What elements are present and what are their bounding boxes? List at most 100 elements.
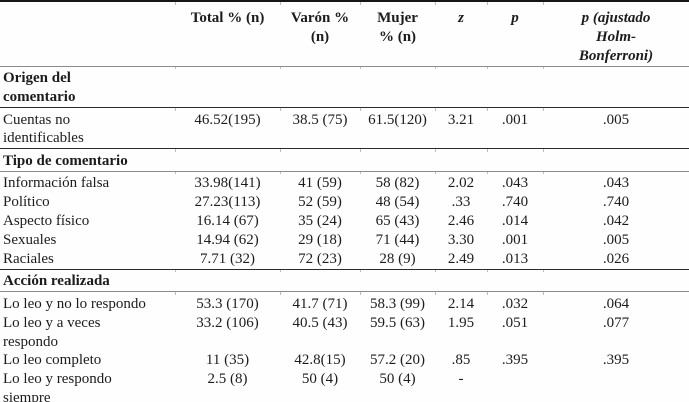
table-row: Información falsa 33.98(141) 41 (59) 58 … <box>0 174 689 193</box>
row-label: Político <box>3 194 50 211</box>
cell-mujer: 58 (82) <box>375 175 420 192</box>
section-header-row: Tipo de comentario <box>0 152 689 171</box>
cell-varon: 41 (59) <box>298 175 342 192</box>
cell-p-adjusted: .395 <box>602 352 630 369</box>
cell-varon: 29 (18) <box>298 231 342 248</box>
cell-varon: 38.5 (75) <box>292 111 348 128</box>
cell-p: .001 <box>501 111 529 128</box>
cell-total: 11 (35) <box>205 352 250 369</box>
cell-z: 2.14 <box>447 295 475 312</box>
header-empty <box>0 5 175 66</box>
row-label: Sexuales <box>3 231 57 248</box>
cell-mujer: 65 (43) <box>375 213 420 230</box>
cell-z: - <box>458 371 464 388</box>
cell-total: 14.94 (62) <box>196 231 259 248</box>
cell-mujer: 48 (54) <box>375 194 420 211</box>
row-label: Lo leo y respondo siempre <box>3 371 112 402</box>
cell-varon: 40.5 (43) <box>292 314 348 331</box>
header-total: Total % (n) <box>190 10 265 26</box>
cell-total: 27.23(113) <box>194 194 261 211</box>
row-label: Información falsa <box>3 175 110 192</box>
header-z: z <box>458 10 464 26</box>
cell-total: 33.2 (106) <box>196 314 259 331</box>
cell-total: 2.5 (8) <box>207 371 248 388</box>
cell-varon: 52 (59) <box>298 194 342 211</box>
cell-p: .051 <box>501 314 529 331</box>
table-row: Aspecto físico 16.14 (67) 35 (24) 65 (43… <box>0 212 689 231</box>
header-p-adjusted: p (ajustado Holm- Bonferroni) <box>578 10 654 64</box>
cell-mujer: 28 (9) <box>379 250 416 267</box>
cell-p: .001 <box>501 231 529 248</box>
cell-z: 2.49 <box>447 250 475 267</box>
cell-z: 1.95 <box>447 314 475 331</box>
divider <box>0 148 689 152</box>
cell-mujer: 58.3 (99) <box>370 295 425 312</box>
table-header-row: Total % (n) Varón % (n) Mujer % (n) z p … <box>0 5 689 66</box>
cell-p-adjusted <box>543 370 689 402</box>
table-row: Político 27.23(113) 52 (59) 48 (54) .33 … <box>0 193 689 212</box>
cell-z: .33 <box>451 194 471 211</box>
cell-p-adjusted: .077 <box>602 314 630 331</box>
row-label: Lo leo y no lo respondo <box>3 295 146 312</box>
header-p: p <box>511 10 519 26</box>
cell-z: 3.30 <box>447 231 475 248</box>
cell-z: 2.02 <box>447 175 475 192</box>
cell-p: .043 <box>501 175 529 192</box>
cell-varon: 41.7 (71) <box>292 295 348 312</box>
cell-p-adjusted: .064 <box>602 295 630 312</box>
table-row: Lo leo y no lo respondo 53.3 (170) 41.7 … <box>0 295 689 314</box>
cell-p: .032 <box>501 295 529 312</box>
cell-p-adjusted: .043 <box>602 175 630 192</box>
divider-top <box>0 0 689 5</box>
divider <box>0 268 689 273</box>
divider <box>0 107 689 111</box>
cell-p-adjusted: .005 <box>602 231 630 248</box>
section-title-accion: Acción realizada <box>3 273 110 290</box>
section-header-row: Acción realizada <box>0 272 689 291</box>
cell-p-adjusted: .740 <box>602 194 630 211</box>
cell-varon: 50 (4) <box>301 371 339 388</box>
row-label: Lo leo y a veces respondo <box>3 314 101 350</box>
cell-p-adjusted: .026 <box>602 250 630 267</box>
section-title-origen: Origen del comentario <box>3 70 76 106</box>
section-title-tipo: Tipo de comentario <box>3 152 128 169</box>
cell-mujer: 59.5 (63) <box>370 314 425 331</box>
cell-mujer: 61.5(120) <box>368 111 427 128</box>
cell-total: 53.3 (170) <box>196 295 259 312</box>
cell-p <box>487 370 543 402</box>
table-row: Cuentas no identificables 46.52(195) 38.… <box>0 111 689 149</box>
cell-total: 46.52(195) <box>194 111 261 128</box>
divider <box>0 291 689 295</box>
cell-total: 33.98(141) <box>194 175 261 192</box>
cell-total: 16.14 (67) <box>196 213 259 230</box>
table-row: Raciales 7.71 (32) 72 (23) 28 (9) 2.49 .… <box>0 250 689 269</box>
cell-mujer: 57.2 (20) <box>370 352 425 369</box>
cell-mujer: 50 (4) <box>379 371 416 388</box>
cell-p-adjusted: .005 <box>602 111 630 128</box>
row-label: Lo leo completo <box>3 352 102 369</box>
table-row: Sexuales 14.94 (62) 29 (18) 71 (44) 3.30… <box>0 231 689 250</box>
cell-z: .85 <box>451 352 471 369</box>
header-mujer: Mujer % (n) <box>377 10 418 45</box>
cell-p: .395 <box>501 352 529 369</box>
cell-mujer: 71 (44) <box>375 231 420 248</box>
cell-p-adjusted: .042 <box>602 213 630 230</box>
table-row: Lo leo y a veces respondo 33.2 (106) 40.… <box>0 314 689 352</box>
cell-varon: 42.8(15) <box>294 352 346 369</box>
divider-under-header <box>0 65 689 70</box>
cell-z: 3.21 <box>447 111 475 128</box>
cell-p: .014 <box>501 213 529 230</box>
row-label: Raciales <box>3 250 54 267</box>
table-row: Lo leo completo 11 (35) 42.8(15) 57.2 (2… <box>0 351 689 370</box>
cell-p: .013 <box>501 250 529 267</box>
row-label: Cuentas no identificables <box>3 111 84 147</box>
cell-z: 2.46 <box>447 213 475 230</box>
cell-varon: 72 (23) <box>298 250 342 267</box>
row-label: Aspecto físico <box>3 213 90 230</box>
cell-varon: 35 (24) <box>298 213 342 230</box>
cell-p: .740 <box>501 194 529 211</box>
header-varon: Varón % (n) <box>290 10 350 45</box>
divider <box>0 170 689 175</box>
